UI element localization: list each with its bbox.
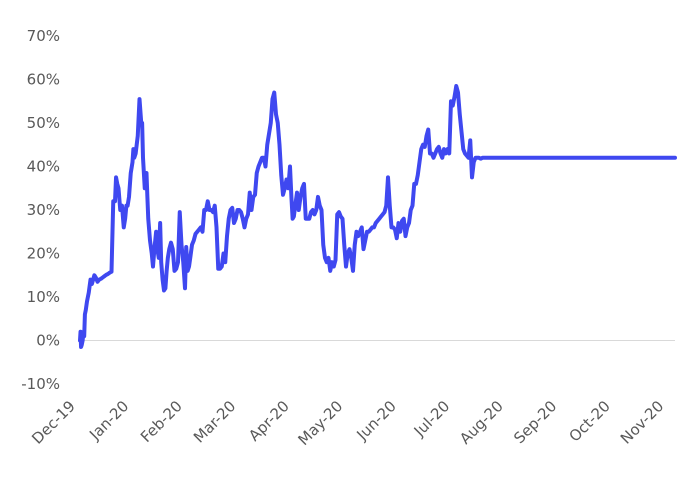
- y-tick-label: 10%: [27, 288, 60, 306]
- y-tick-label: 20%: [27, 245, 60, 263]
- x-tick-label: Oct-20: [565, 397, 613, 445]
- y-tick-label: 70%: [27, 27, 60, 45]
- y-tick-label: 0%: [36, 332, 60, 350]
- x-tick-label: Feb-20: [137, 397, 186, 446]
- x-tick-label: Apr-20: [245, 397, 293, 445]
- y-tick-label: 40%: [27, 158, 60, 176]
- x-tick-label: Jan-20: [85, 397, 132, 444]
- x-tick-label: Jul-20: [410, 397, 454, 441]
- x-tick-label: Nov-20: [617, 397, 667, 447]
- y-tick-label: 30%: [27, 201, 60, 219]
- x-tick-label: Sep-20: [510, 397, 560, 447]
- series-line: [78, 84, 677, 350]
- y-tick-label: 50%: [27, 114, 60, 132]
- y-tick-label: -10%: [21, 375, 60, 393]
- x-tick-label: Mar-20: [190, 397, 239, 446]
- x-tick-label: May-20: [295, 397, 347, 449]
- y-axis-tick-labels: -10% 0% 10% 20% 30% 40% 50% 60% 70%: [21, 27, 60, 393]
- x-tick-label: Aug-20: [456, 397, 507, 448]
- y-tick-label: 60%: [27, 71, 60, 89]
- x-tick-label: Dec-19: [28, 397, 79, 448]
- x-tick-label: Jun-20: [352, 397, 399, 444]
- x-axis-tick-labels: Dec-19 Jan-20 Feb-20 Mar-20 Apr-20 May-20 Jun-…: [28, 397, 667, 449]
